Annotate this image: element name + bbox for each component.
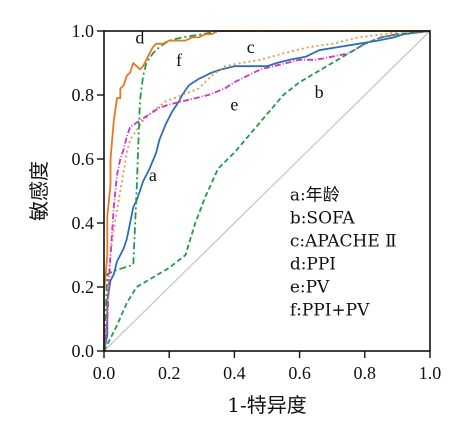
curve-label-b: b bbox=[315, 82, 324, 102]
labels: 0.00.0 0.2 0.2 0.4 0.4 0.6 0.6 0.8 0.8 1.0 1.0 1-特异… bbox=[27, 21, 441, 417]
plot-area bbox=[103, 30, 431, 352]
legend-entry: c:APACHE Ⅱ bbox=[290, 232, 397, 252]
roc-curve-e bbox=[103, 30, 431, 352]
reference-diagonal-line bbox=[103, 30, 431, 352]
y-tick-label: 0.6 bbox=[72, 149, 95, 169]
curve-label-f: f bbox=[176, 50, 182, 70]
y-tick-label: 0.2 bbox=[72, 277, 95, 297]
y-tick-label: 0.4 bbox=[72, 213, 95, 233]
curve-label-e: e bbox=[230, 95, 238, 115]
x-tick-label: 1.0 bbox=[419, 363, 442, 383]
y-tick-label: 1.0 bbox=[72, 21, 95, 41]
curve-label-c: c bbox=[247, 37, 255, 57]
x-tick-label: 0.6 bbox=[288, 363, 311, 383]
roc-curve-b-line bbox=[103, 30, 431, 352]
legend-entry: e:PV bbox=[290, 278, 330, 298]
x-tick-label: 0.8 bbox=[354, 363, 377, 383]
legend-entry: f:PPI+PV bbox=[290, 301, 370, 321]
curve-label-a: a bbox=[149, 165, 157, 185]
x-tick-label: 0.4 bbox=[223, 363, 246, 383]
curve-label-d: d bbox=[135, 27, 144, 47]
roc-curve-d bbox=[103, 30, 430, 352]
roc-curve-a bbox=[103, 30, 431, 352]
y-tick-label: 0.0 bbox=[72, 341, 95, 361]
y-tick-label: 0.8 bbox=[72, 85, 95, 105]
legend-entry: b:SOFA bbox=[290, 209, 356, 229]
x-axis-title: 1-特异度 bbox=[227, 393, 306, 417]
plot-frame bbox=[103, 30, 431, 352]
legend-entry: d:PPI bbox=[290, 255, 336, 275]
y-axis-title: 敏感度 bbox=[27, 161, 51, 221]
axes bbox=[97, 30, 431, 358]
legend-entry: a:年龄 bbox=[290, 186, 340, 206]
roc-curve-f bbox=[103, 30, 430, 351]
roc-curve-c bbox=[103, 30, 430, 352]
x-tick-label: 0.0 bbox=[93, 363, 116, 383]
x-tick-label: 0.2 bbox=[158, 363, 181, 383]
